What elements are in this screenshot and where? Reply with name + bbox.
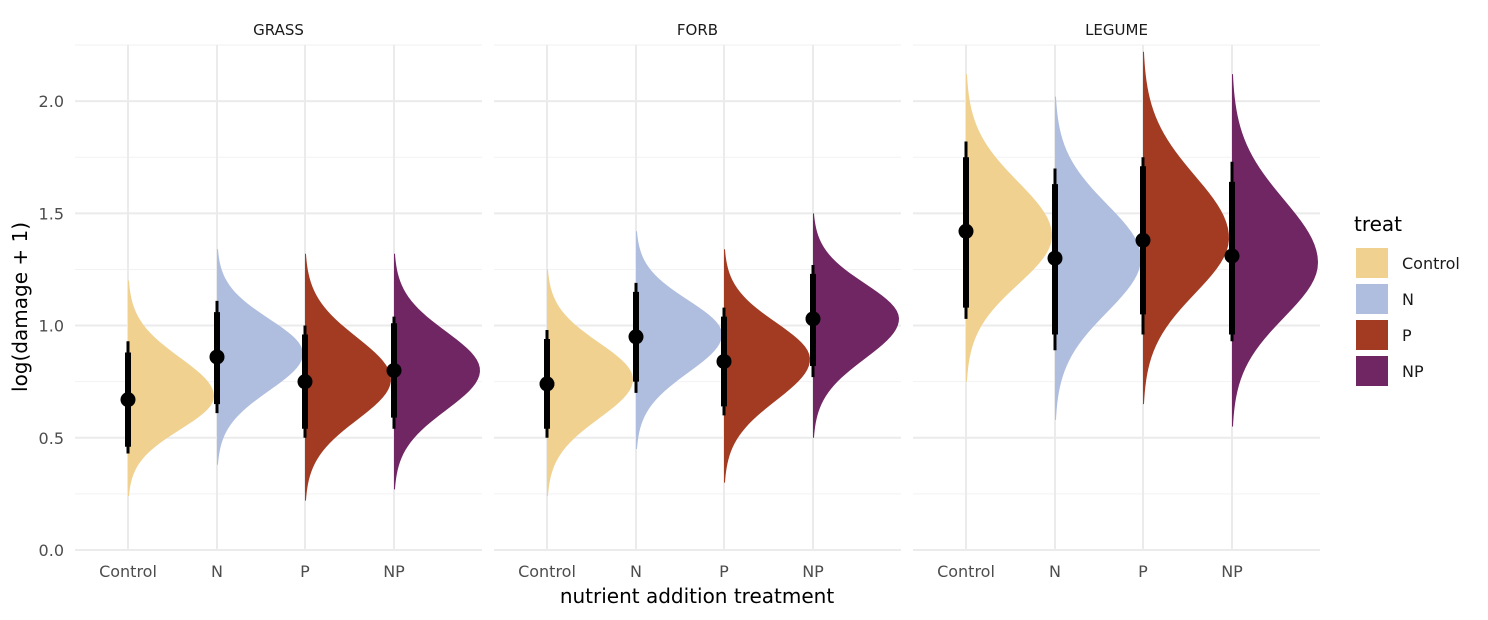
y-tick-label: 0.0 xyxy=(39,541,64,560)
legend-label: Control xyxy=(1402,254,1460,273)
legend-swatch-n xyxy=(1356,284,1388,314)
grid xyxy=(75,44,482,551)
y-tick-label: 2.0 xyxy=(39,92,64,111)
x-tick-label: Control xyxy=(937,562,995,581)
legend-label: NP xyxy=(1402,362,1424,381)
x-tick-label: P xyxy=(1138,562,1148,581)
x-tick-label: N xyxy=(211,562,223,581)
legend-swatch-np xyxy=(1356,356,1388,386)
x-tick-label: P xyxy=(719,562,729,581)
x-tick-label: N xyxy=(1049,562,1061,581)
density-n xyxy=(217,249,303,465)
median-point xyxy=(209,349,225,365)
x-tick-label: Control xyxy=(518,562,576,581)
median-point xyxy=(1224,248,1240,264)
median-point xyxy=(120,392,136,408)
legend-label: P xyxy=(1402,326,1412,345)
legend-label: N xyxy=(1402,290,1414,309)
x-tick-label: Control xyxy=(99,562,157,581)
y-tick-label: 0.5 xyxy=(39,429,64,448)
density-control xyxy=(547,269,633,497)
x-tick-label: NP xyxy=(802,562,824,581)
x-tick-label: N xyxy=(630,562,642,581)
y-tick-label: 1.5 xyxy=(39,204,64,223)
density-n xyxy=(636,231,722,449)
median-point xyxy=(628,329,644,345)
x-tick-label: NP xyxy=(383,562,405,581)
median-point xyxy=(297,374,313,390)
density-np xyxy=(813,213,899,438)
density-p xyxy=(305,253,391,501)
x-tick-label: NP xyxy=(1221,562,1243,581)
density-np xyxy=(394,253,480,490)
density-np xyxy=(1232,74,1318,427)
y-tick-label: 1.0 xyxy=(39,317,64,336)
median-point xyxy=(958,223,974,239)
x-axis-title: nutrient addition treatment xyxy=(560,584,835,608)
median-point xyxy=(716,353,732,369)
x-tick-label: P xyxy=(300,562,310,581)
median-point xyxy=(1047,250,1063,266)
median-point xyxy=(1135,232,1151,248)
facet-title: GRASS xyxy=(253,21,304,39)
y-axis: 0.0 0.5 1.0 1.5 2.0 xyxy=(39,92,64,560)
y-axis-title: log(damage + 1) xyxy=(8,222,32,392)
median-point xyxy=(539,376,555,392)
legend-swatch-control xyxy=(1356,248,1388,278)
density-control xyxy=(128,280,214,497)
legend-swatch-p xyxy=(1356,320,1388,350)
density-n xyxy=(1055,96,1141,420)
facet-title: FORB xyxy=(677,21,718,39)
legend-title: treat xyxy=(1354,212,1402,236)
legend-items: Control NP NP xyxy=(1356,248,1460,386)
legend: treat Control NP NP xyxy=(1354,212,1460,386)
facet-title: LEGUME xyxy=(1085,21,1148,39)
median-point xyxy=(386,362,402,378)
density-p xyxy=(724,249,810,483)
median-point xyxy=(805,311,821,327)
density-p xyxy=(1143,51,1229,405)
density-control xyxy=(966,74,1052,382)
